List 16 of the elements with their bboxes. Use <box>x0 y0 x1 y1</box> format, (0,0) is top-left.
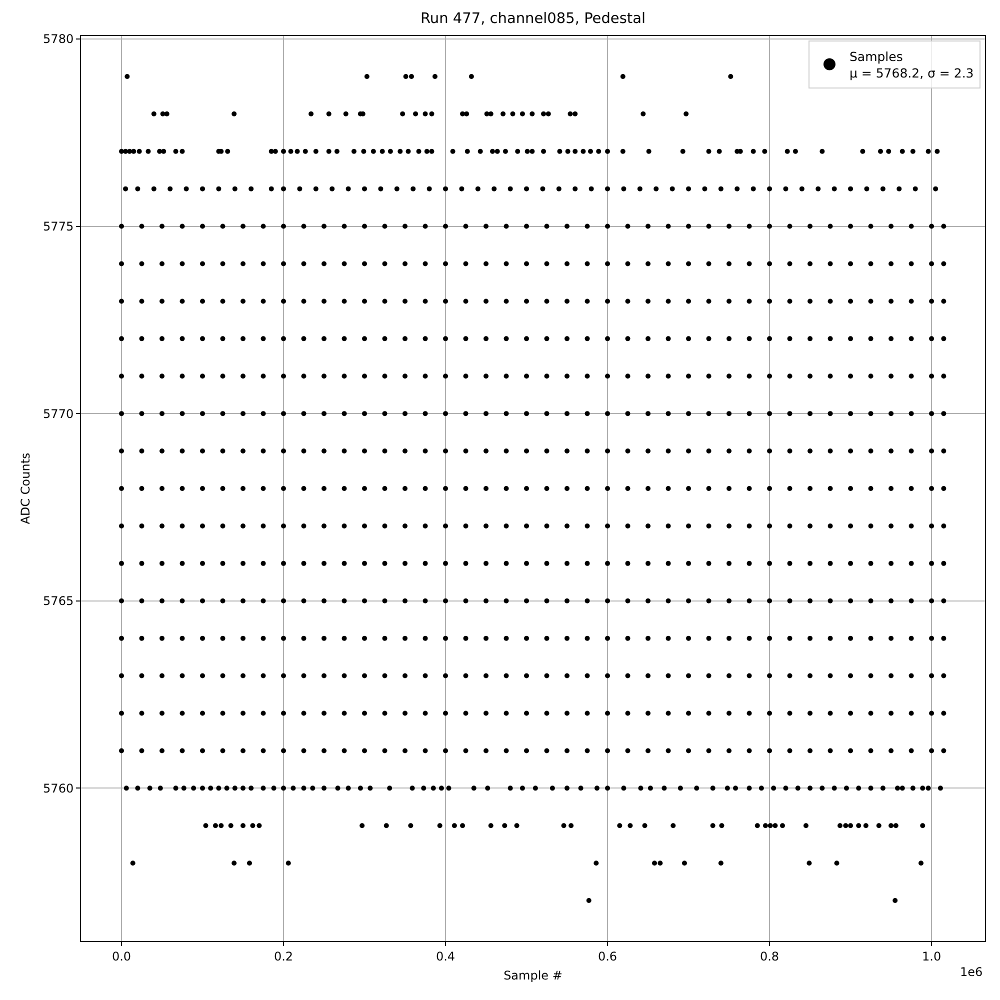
y-tick-label: 5760 <box>43 781 74 796</box>
x-tick-label: 0.0 <box>112 949 132 964</box>
y-axis-title: ADC Counts <box>18 452 32 524</box>
x-axis-title: Sample # <box>504 968 562 982</box>
x-tick-label: 0.2 <box>274 949 294 964</box>
y-tick-label: 5765 <box>43 594 74 608</box>
text: 1e6 <box>960 965 983 979</box>
chart-title: Run 477, channel085, Pedestal <box>420 11 646 28</box>
y-tick-label: 5775 <box>43 219 74 234</box>
x-tick-label: 0.6 <box>598 949 618 964</box>
x-tick-label: 0.8 <box>760 949 780 964</box>
y-tick-label: 5770 <box>43 406 74 421</box>
x-tick-label: 1.0 <box>922 949 942 964</box>
x-tick-label: 0.4 <box>436 949 456 964</box>
y-tick-label: 5780 <box>43 32 74 46</box>
legend-label: Samples μ = 5768.2, σ = 2.3 <box>849 49 974 80</box>
